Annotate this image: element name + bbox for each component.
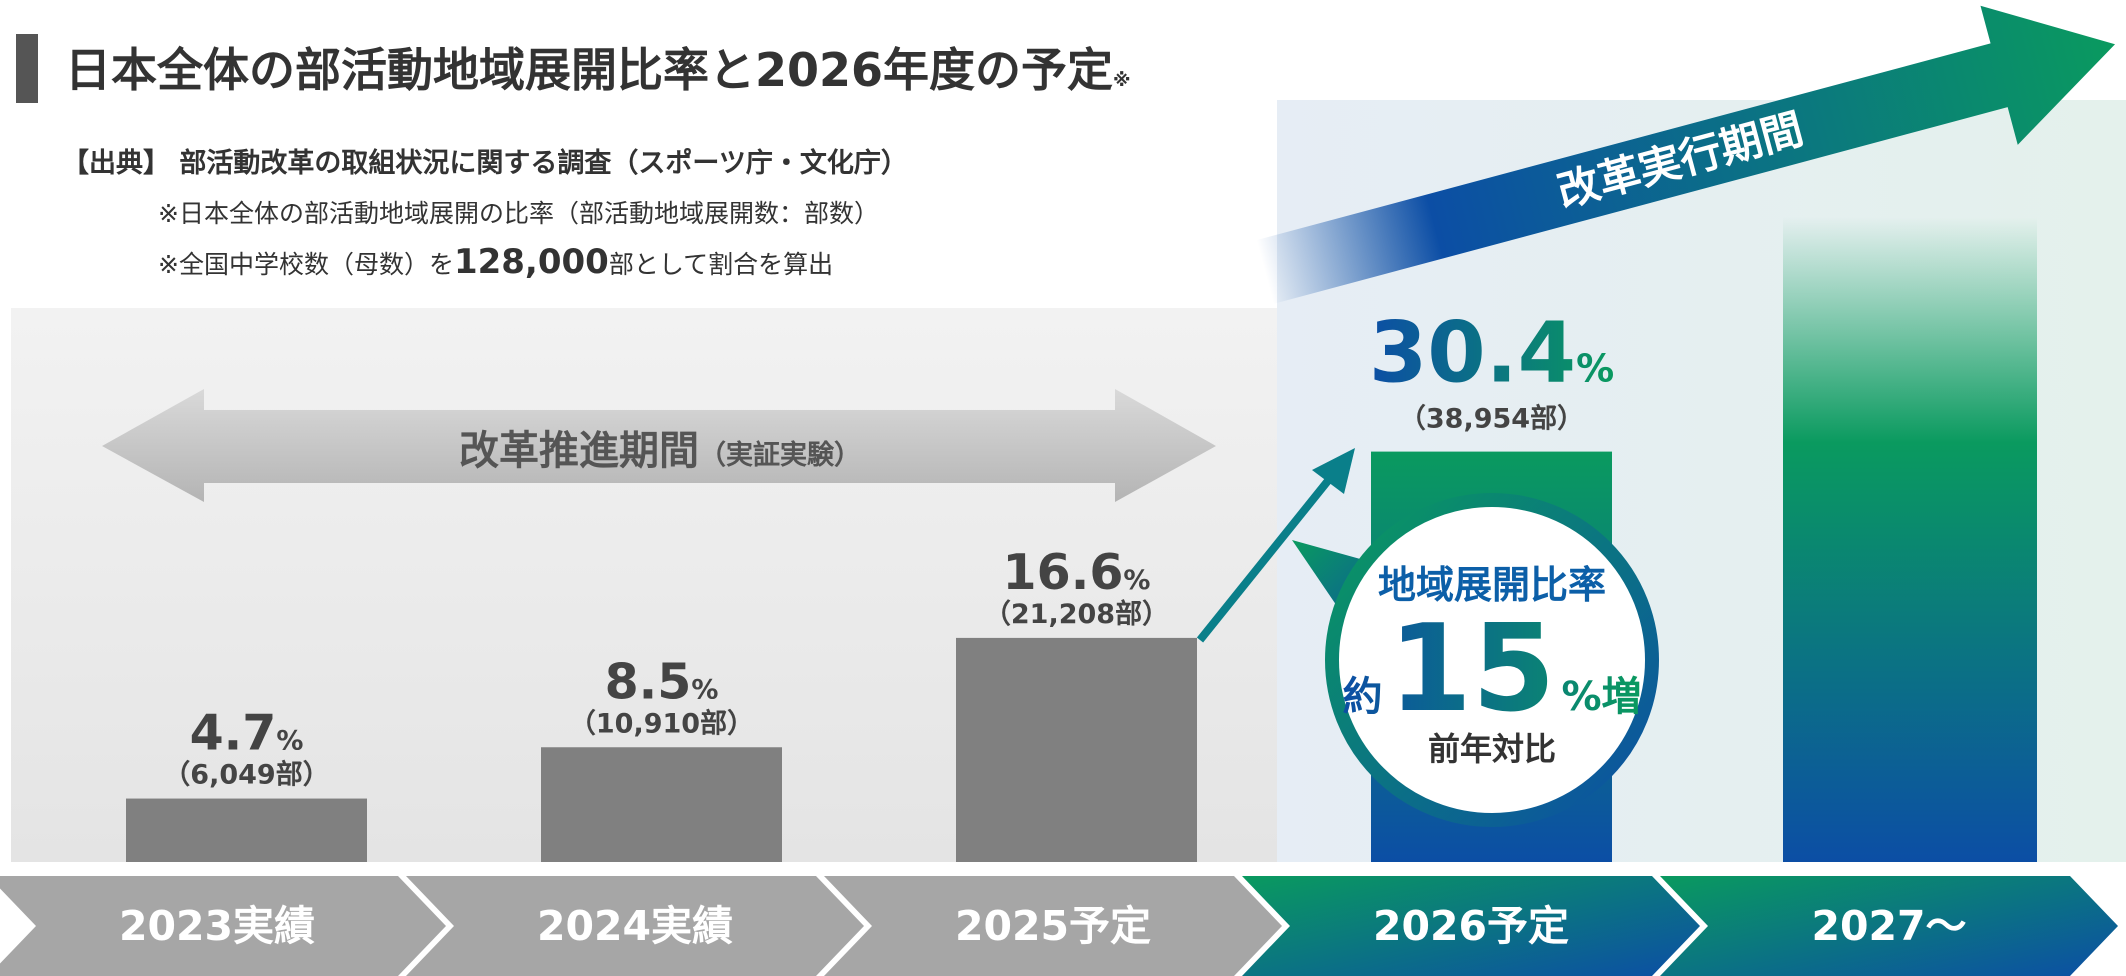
arrow-shape [1256,5,2116,304]
bar [126,798,367,862]
category-label: 2025予定 [955,902,1151,950]
bar [541,747,782,862]
value-number: 30.4 [1369,304,1576,402]
category-label: 2023実績 [119,902,315,950]
period-arrow [102,389,1216,502]
title-marker [16,34,38,103]
title: 日本全体の部活動地域展開比率と2026年度の予定※ [65,43,1131,97]
period-label: 改革推進期間（実証実験） [459,428,861,474]
chevron [406,876,864,976]
category-band: 2023実績 2024実績 2025予定 2026予定 2027〜 [0,876,2118,976]
value-label: 8.5% [605,653,719,710]
chevron [1242,876,1700,976]
value-unit: % [1123,565,1150,596]
value-number: 4.7 [190,705,277,762]
category-label: 2027〜 [1811,902,1966,950]
trend-arrow-head [1312,448,1355,494]
future-bar [1783,217,2037,862]
count-label: （38,954部） [1399,403,1584,435]
chevron [0,876,446,976]
bar [956,637,1197,862]
value-unit: % [1576,347,1614,391]
callout-figure: 約15 %増 [1342,600,1641,739]
category-label: 2024実績 [537,902,733,950]
trend-arrow [1196,469,1339,643]
callout-heading: 地域展開比率 [1378,563,1606,607]
value-number: 16.6 [1003,544,1124,601]
category-label: 2026予定 [1373,902,1569,950]
chevron [1660,876,2118,976]
value-label: 4.7% [190,705,304,762]
value-number: 8.5 [605,653,692,710]
note: ※全国中学校数（母数）を128,000部として割合を算出 [158,242,833,282]
value-unit: % [276,726,303,757]
value-unit: % [691,674,718,705]
value-label: 30.4% [1369,304,1614,402]
callout-footer: 前年対比 [1428,730,1556,768]
source: 【出典】 部活動改革の取組状況に関する調査（スポーツ庁・文化庁） [62,147,908,179]
count-label: （6,049部） [163,759,329,791]
note: ※日本全体の部活動地域展開の比率（部活動地域展開数：部数） [158,199,879,228]
callout [1325,493,1659,827]
chevron [824,876,1282,976]
count-label: （10,910部） [569,707,754,739]
count-label: （21,208部） [984,598,1169,630]
value-label: 16.6% [1003,544,1151,601]
